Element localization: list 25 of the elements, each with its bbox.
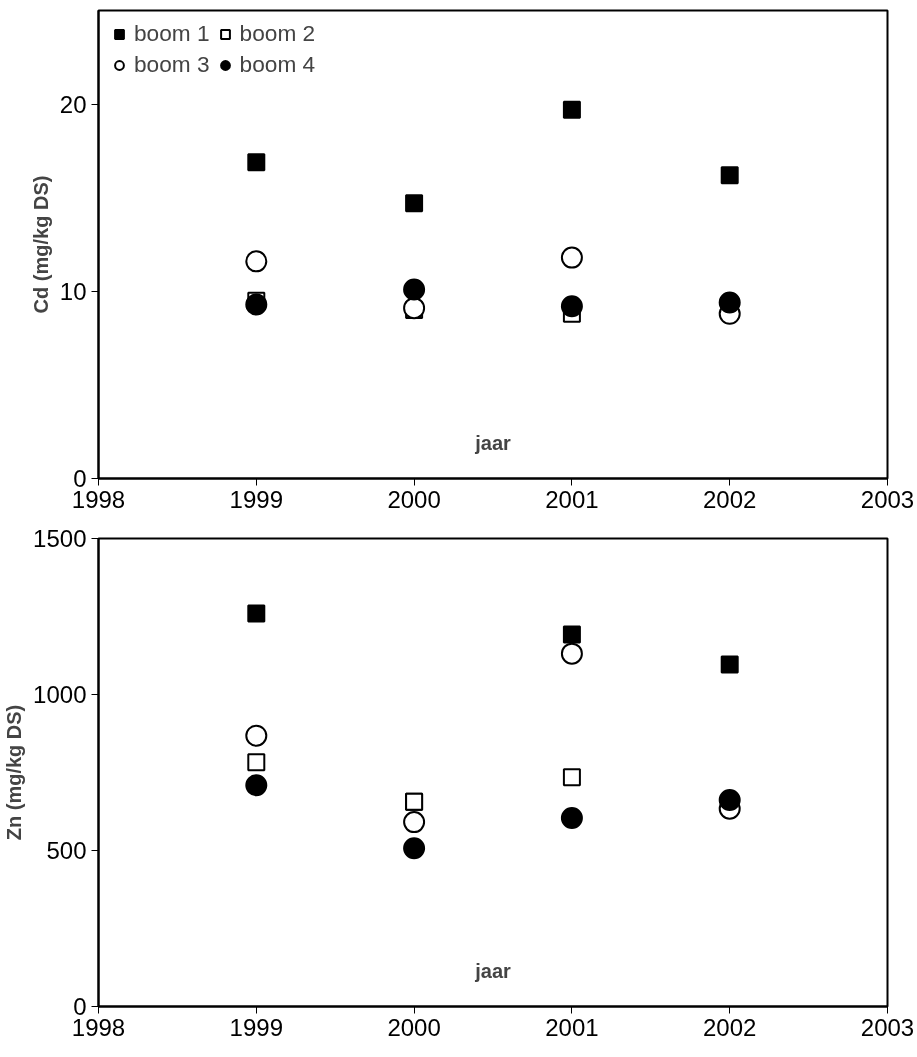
x-axis-title: jaar	[474, 431, 512, 454]
y-axis-title: Cd (mg/kg DS)	[29, 175, 52, 314]
legend-label: boom 3	[134, 51, 210, 78]
y-tick-label: 0	[73, 993, 87, 1020]
y-tick-label: 1500	[33, 525, 87, 552]
y-tick-label: 500	[46, 837, 87, 864]
x-tick-label: 1999	[229, 1013, 283, 1041]
y-tick-label: 1000	[33, 681, 87, 708]
x-tick-label: 2003	[860, 485, 915, 513]
x-tick-label: 2002	[703, 485, 757, 513]
x-tick-label: 2001	[545, 1013, 599, 1041]
x-axis-title: jaar	[474, 959, 512, 982]
legend-label: boom 4	[239, 51, 316, 78]
legend-label: boom 1	[134, 20, 210, 47]
x-tick-label: 2000	[387, 485, 441, 513]
x-tick-label: 2001	[545, 485, 599, 513]
x-tick-label: 1999	[229, 485, 283, 513]
legend-label: boom 2	[239, 20, 316, 47]
x-tick-label: 2000	[387, 1013, 441, 1041]
y-axis-title: Zn (mg/kg DS)	[3, 704, 26, 841]
y-tick-label: 20	[59, 90, 87, 118]
x-tick-label: 2003	[860, 1013, 915, 1041]
x-tick-label: 2002	[703, 1013, 757, 1041]
y-tick-label: 0	[73, 465, 87, 492]
y-tick-label: 10	[59, 277, 87, 305]
